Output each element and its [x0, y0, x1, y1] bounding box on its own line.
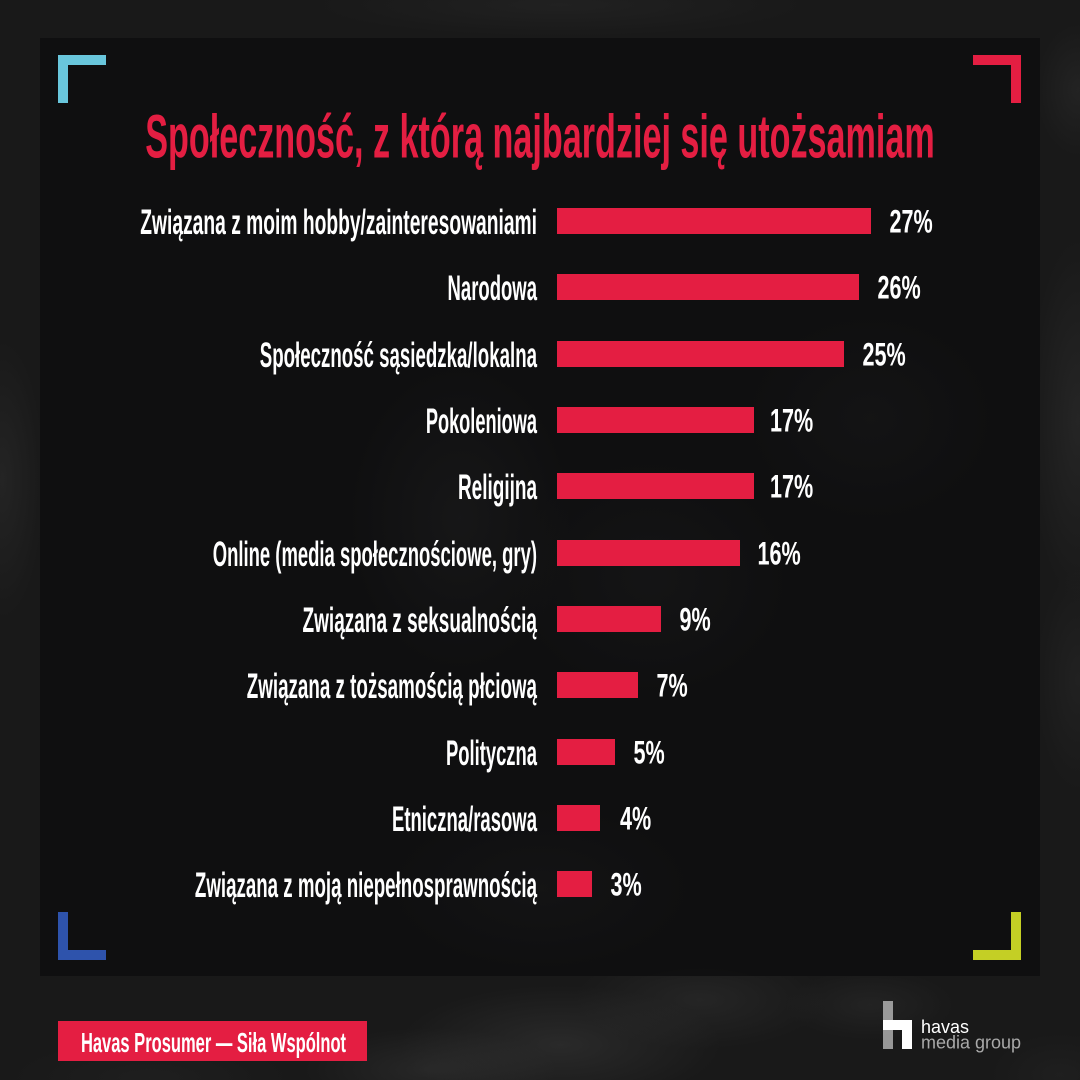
svg-text:Związana z moją niepełnosprawn: Związana z moją niepełnosprawnością	[195, 866, 537, 905]
svg-text:5%: 5%	[634, 734, 665, 770]
svg-text:Pokoleniowa: Pokoleniowa	[426, 402, 537, 441]
svg-text:Społeczność sąsiedzka/lokalna: Społeczność sąsiedzka/lokalna	[260, 336, 538, 375]
svg-text:Polityczna: Polityczna	[446, 734, 537, 773]
svg-text:26%: 26%	[878, 269, 921, 305]
svg-text:Związana z tożsamością płciową: Związana z tożsamością płciową	[247, 667, 537, 706]
svg-text:4%: 4%	[620, 800, 651, 836]
svg-text:25%: 25%	[863, 336, 906, 372]
svg-text:16%: 16%	[758, 535, 801, 571]
svg-text:media group: media group	[921, 1032, 1021, 1052]
svg-text:Związana z seksualnością: Związana z seksualnością	[303, 601, 538, 640]
svg-text:Religijna: Religijna	[458, 468, 537, 507]
svg-text:Związana z moim hobby/zaintere: Związana z moim hobby/zainteresowaniami	[140, 202, 537, 242]
svg-text:Havas Prosumer — Siła Wspólnot: Havas Prosumer — Siła Wspólnot	[81, 1026, 346, 1058]
svg-text:9%: 9%	[680, 601, 711, 637]
svg-text:3%: 3%	[611, 866, 642, 902]
svg-text:17%: 17%	[770, 402, 813, 438]
svg-text:havas: havas	[921, 1017, 969, 1037]
svg-text:7%: 7%	[657, 667, 688, 703]
svg-text:Etniczna/rasowa: Etniczna/rasowa	[392, 800, 537, 839]
svg-text:Online (media społecznościowe,: Online (media społecznościowe, gry)	[213, 535, 537, 574]
svg-text:27%: 27%	[890, 203, 933, 239]
svg-text:Społeczność, z którą najbardzi: Społeczność, z którą najbardziej się uto…	[145, 103, 934, 171]
svg-text:Narodowa: Narodowa	[448, 269, 538, 308]
svg-text:17%: 17%	[770, 468, 813, 504]
